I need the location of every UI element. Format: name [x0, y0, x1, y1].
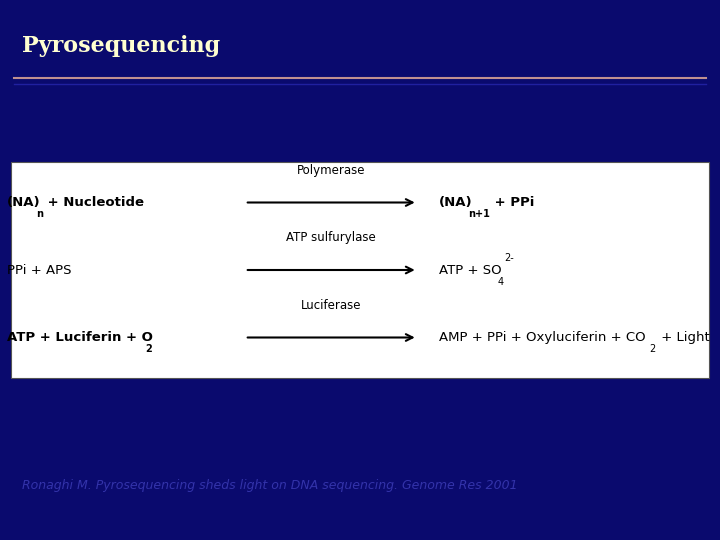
Text: 2: 2 [649, 345, 656, 354]
Text: ATP + SO: ATP + SO [439, 264, 502, 276]
Text: n+1: n+1 [468, 210, 490, 219]
Text: 4: 4 [498, 277, 503, 287]
Text: n: n [36, 210, 43, 219]
Text: + Nucleotide: + Nucleotide [43, 196, 145, 209]
Text: Luciferase: Luciferase [301, 299, 361, 312]
Text: ATP + Luciferin + O: ATP + Luciferin + O [7, 331, 153, 344]
Text: 2-: 2- [505, 253, 514, 263]
Text: + PPi: + PPi [490, 196, 534, 209]
Text: AMP + PPi + Oxyluciferin + CO: AMP + PPi + Oxyluciferin + CO [439, 331, 646, 344]
Text: PPi + APS: PPi + APS [7, 264, 72, 276]
Text: Polymerase: Polymerase [297, 164, 366, 177]
Text: + Light: + Light [657, 331, 710, 344]
Text: Ronaghi M. Pyrosequencing sheds light on DNA sequencing. Genome Res 2001: Ronaghi M. Pyrosequencing sheds light on… [22, 480, 517, 492]
Text: (NA): (NA) [439, 196, 473, 209]
Text: 2: 2 [145, 345, 152, 354]
Text: (NA): (NA) [7, 196, 41, 209]
Text: Pyrosequencing: Pyrosequencing [22, 35, 220, 57]
FancyBboxPatch shape [11, 162, 709, 378]
Text: ATP sulfurylase: ATP sulfurylase [287, 231, 376, 244]
